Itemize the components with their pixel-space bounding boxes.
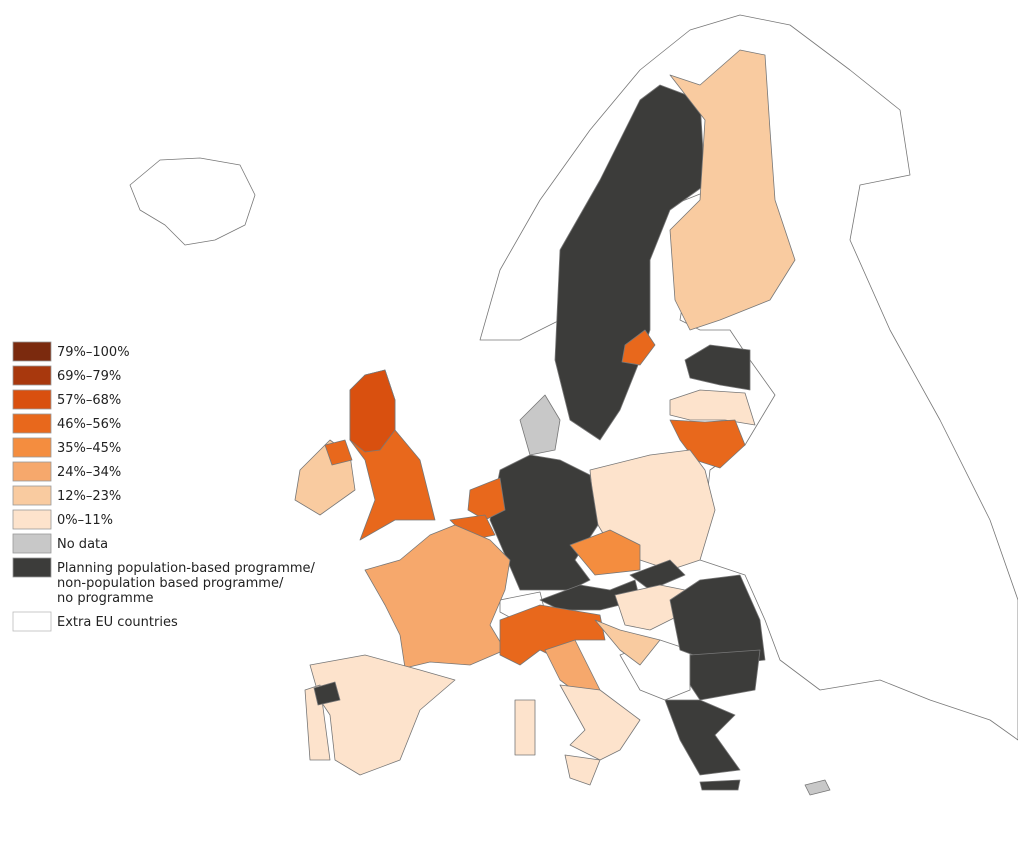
legend-label: 0%–11% xyxy=(57,513,113,528)
legend-label: Extra EU countries xyxy=(57,615,178,630)
legend: 79%–100% 69%–79% 57%–68% 46%–56% 35%–45% 24%–… xyxy=(12,341,316,632)
cyprus xyxy=(804,779,831,796)
legend-label: no programme xyxy=(57,591,153,606)
legend-label: 69%–79% xyxy=(57,369,121,384)
legend-swatch xyxy=(12,341,52,362)
northern-ireland xyxy=(324,439,353,466)
slovakia xyxy=(629,559,686,591)
sicily xyxy=(564,754,601,786)
legend-swatch xyxy=(12,533,52,554)
legend-swatch xyxy=(12,365,52,386)
finland xyxy=(669,49,796,331)
sweden xyxy=(554,84,706,441)
greece xyxy=(664,699,741,776)
legend-label: 57%–68% xyxy=(57,393,121,408)
legend-swatch xyxy=(12,437,52,458)
czechia xyxy=(569,529,641,576)
legend-swatch xyxy=(12,413,52,434)
legend-label: Planning population-based programme/ xyxy=(57,561,316,576)
scotland xyxy=(349,369,396,453)
legend-label: 24%–34% xyxy=(57,465,121,480)
sweden-coast xyxy=(621,329,656,366)
portugal-north xyxy=(313,681,341,706)
legend-swatch xyxy=(12,509,52,530)
denmark xyxy=(519,394,561,456)
legend-swatch xyxy=(12,461,52,482)
croatia xyxy=(594,619,661,666)
legend-swatch xyxy=(12,557,52,578)
legend-label: 35%–45% xyxy=(57,441,121,456)
legend-label: non-population based programme/ xyxy=(57,576,284,591)
legend-label: 79%–100% xyxy=(57,345,130,360)
legend-label: 46%–56% xyxy=(57,417,121,432)
italy-south xyxy=(559,684,641,761)
latvia xyxy=(669,389,756,426)
legend-swatch xyxy=(12,611,52,632)
bulgaria xyxy=(689,649,761,701)
spain xyxy=(309,654,456,776)
legend-swatch xyxy=(12,485,52,506)
legend-swatch xyxy=(12,389,52,410)
crete xyxy=(699,779,741,791)
legend-label: No data xyxy=(57,537,108,552)
lithuania xyxy=(669,419,746,469)
legend-label: 12%–23% xyxy=(57,489,121,504)
romania xyxy=(669,574,766,666)
sardinia xyxy=(514,699,536,756)
portugal xyxy=(304,684,331,761)
map-shapes xyxy=(129,14,1018,796)
estonia xyxy=(684,344,751,391)
france xyxy=(364,524,511,669)
netherlands xyxy=(467,477,506,521)
germany xyxy=(489,454,599,591)
iceland xyxy=(129,157,256,246)
